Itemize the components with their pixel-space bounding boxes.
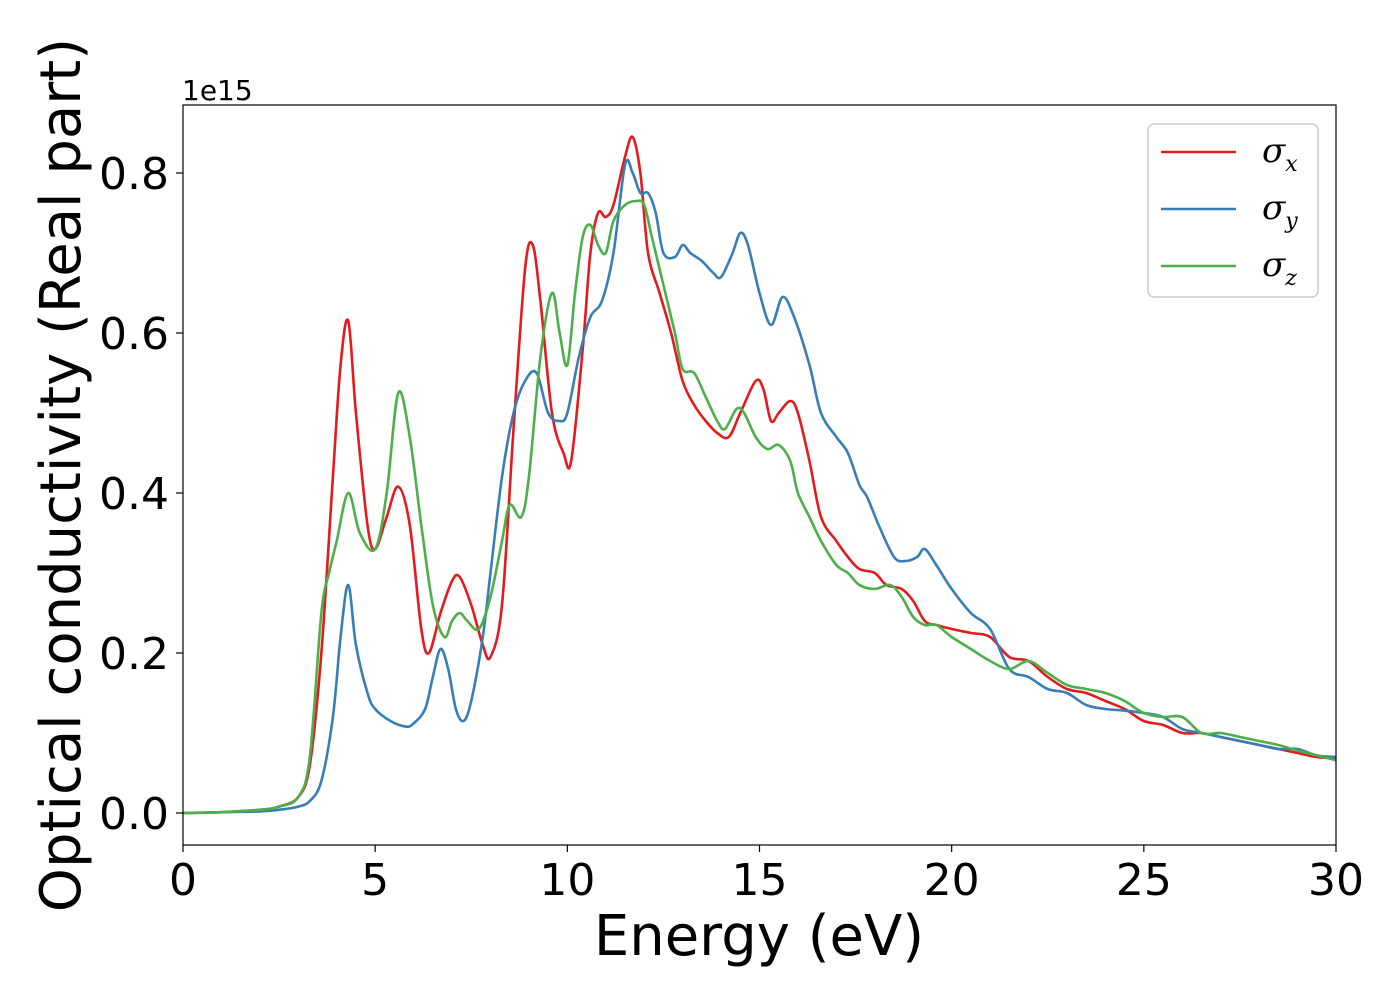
y-tick-label: 0.0 — [99, 789, 169, 840]
series-line-y — [183, 158, 1336, 815]
x-tick-label: 10 — [539, 855, 595, 906]
x-tick-label: 0 — [169, 855, 197, 906]
y-tick-label: 0.8 — [99, 149, 169, 200]
x-tick-label: 15 — [732, 855, 788, 906]
legend-box — [1147, 123, 1319, 298]
x-axis-label: Energy (eV) — [594, 904, 924, 969]
y-tick-label: 0.2 — [99, 629, 169, 680]
x-axis-ticks: 0 5 10 15 20 25 30 — [169, 845, 1364, 906]
x-tick-label: 20 — [924, 855, 980, 906]
x-tick-label: 30 — [1308, 855, 1364, 906]
x-tick-label: 5 — [361, 855, 389, 906]
y-tick-label: 0.4 — [99, 469, 169, 520]
y-offset-text: 1e15 — [182, 74, 253, 107]
y-axis-ticks: 0.0 0.2 0.4 0.6 0.8 — [99, 149, 183, 840]
x-tick-label: 25 — [1116, 855, 1172, 906]
y-tick-label: 0.6 — [99, 309, 169, 360]
series-line-x — [183, 135, 1336, 815]
series-lines — [183, 135, 1336, 815]
legend-label-x: σx — [1262, 131, 1298, 177]
series-line-z — [183, 199, 1336, 815]
y-axis-label: Optical conductivity (Real part) — [29, 38, 94, 912]
